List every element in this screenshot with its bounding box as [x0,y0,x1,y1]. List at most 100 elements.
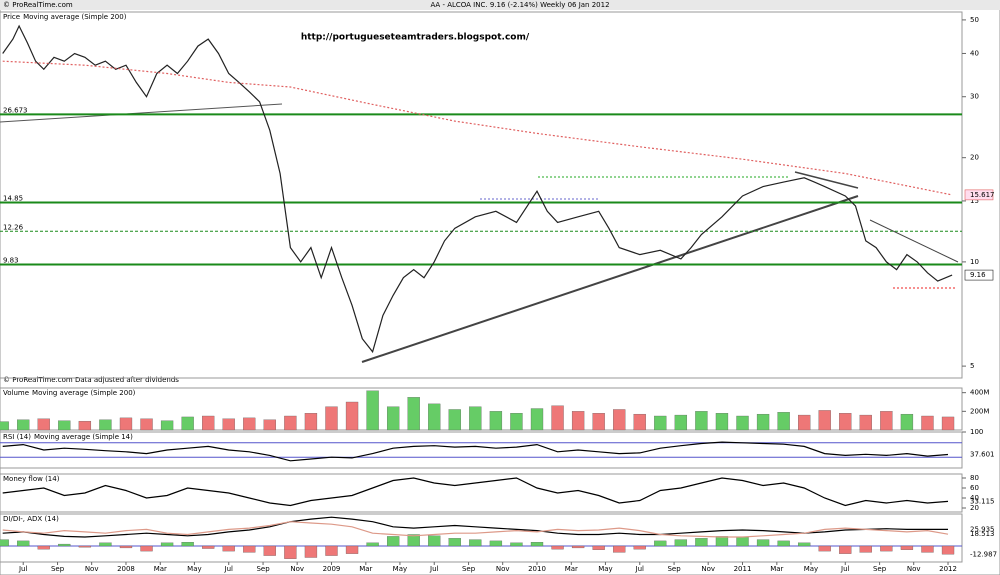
panel-title: Money flow (14) [3,475,60,483]
bar [900,545,914,550]
bar [880,545,893,552]
bar [469,406,482,431]
bar [818,410,831,431]
bar [140,418,153,431]
level-label: 26.673 [3,106,28,114]
bar [428,403,441,431]
y-tick-label: 40 [970,49,979,57]
bar [37,418,50,431]
bar [530,408,544,431]
bar [140,545,153,552]
bar [263,545,276,556]
bar [921,415,934,431]
bar [37,545,50,550]
bar [448,538,461,547]
y-tick-label: 100 [970,428,983,436]
last-value-label: 33.115 [970,497,995,505]
bar [695,411,708,431]
bar [736,536,749,547]
bar [613,409,626,431]
bar [325,545,338,556]
x-tick-label: 2009 [323,565,341,573]
bar [756,539,770,547]
bar [654,415,667,431]
bar [78,545,92,548]
bar [715,536,729,547]
x-tick-label: 2008 [117,565,135,573]
series-line [2,60,953,196]
bar [921,545,934,553]
panel-subtitle: Moving average (Simple 200) [23,13,127,21]
y-tick-label: 5 [970,362,974,370]
bar [78,420,92,431]
x-tick-label: Jul [635,565,645,573]
header-bar [0,0,1000,10]
bar [181,416,194,431]
x-tick-label: Sep [667,565,681,573]
last-value-box [964,189,994,201]
series-line [2,24,953,354]
bar [571,411,585,431]
bar [284,415,297,431]
bar [756,413,770,431]
x-tick-label: Jul [18,565,28,573]
bar [941,416,955,431]
bar [839,545,852,554]
bar [941,545,955,555]
bar [798,542,811,547]
x-tick-label: Sep [51,565,65,573]
x-tick-label: Nov [496,565,510,573]
bar [469,539,482,547]
bar [777,412,790,431]
bar [592,413,605,431]
bar [674,414,688,431]
bar [304,413,318,431]
bar [448,409,461,431]
x-tick-label: May [598,565,612,573]
bar [263,419,276,431]
x-tick-label: Mar [770,565,783,573]
bar [489,411,503,431]
series-line [2,516,948,538]
last-value-box [964,269,994,281]
bar [654,540,667,547]
trendline [0,103,283,123]
bar [900,413,914,431]
series-line [2,441,949,462]
bar [777,540,790,547]
series-line [2,477,949,507]
bar [366,390,379,431]
level-label: 9.83 [3,256,19,264]
y-tick-label: 15 [970,197,979,205]
annotation: http://portugueseteamtraders.blogspot.co… [301,33,530,43]
last-value-label: 15.617 [970,191,995,199]
panel [0,513,963,563]
bar [345,545,359,554]
bar [859,545,872,553]
bar [345,401,359,431]
bar [0,539,9,547]
bar [243,417,256,431]
bar [0,421,9,431]
bar [530,542,544,547]
x-tick-label: Sep [873,565,887,573]
y-tick-label: 20 [970,504,979,512]
x-tick-label: Sep [462,565,476,573]
bar [551,545,564,550]
bar [798,414,811,431]
bar [510,413,523,431]
panel [0,11,963,379]
bar [633,545,646,550]
bar [428,535,441,547]
x-tick-label: Jul [224,565,234,573]
bar [880,411,893,431]
bar [736,415,749,431]
bar [407,534,420,547]
bar [839,413,852,431]
bar [818,545,831,552]
bar [695,538,708,547]
x-tick-label: 2011 [734,565,752,573]
